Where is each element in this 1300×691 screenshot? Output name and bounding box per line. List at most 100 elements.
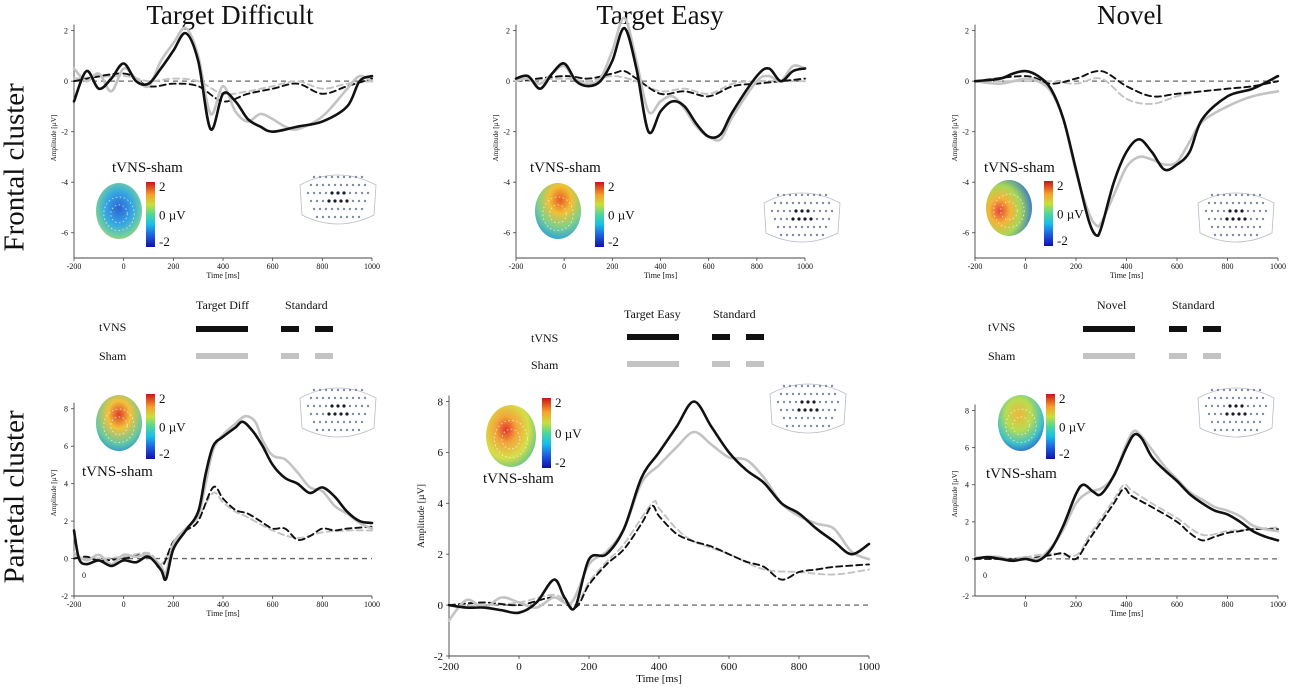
electrode-dot [1240, 388, 1244, 392]
y-axis-label: Amplitude [µV] [492, 115, 500, 162]
electrode-dot [1228, 193, 1232, 197]
x-tick-label: 1000 [1270, 262, 1286, 271]
electrode-dot [360, 191, 364, 195]
electrode-dot [815, 233, 819, 237]
electrode-dot [351, 183, 355, 187]
series-line-sham-dash [974, 77, 1279, 105]
colorbar-gradient [542, 398, 551, 468]
series-line-tvns-solid [72, 420, 374, 582]
electrode-dot [360, 175, 364, 179]
electrode-dot [1243, 396, 1247, 400]
electrode-dot [1252, 193, 1256, 197]
electrode-dot [1237, 396, 1241, 400]
electrode-dot [1258, 404, 1262, 408]
electrode-dot [324, 404, 328, 408]
electrode-dot [1231, 412, 1235, 416]
electrode-dot [788, 384, 792, 388]
electrode-dot [788, 400, 792, 404]
colorbar-gradient [595, 182, 604, 247]
electrode-dot [812, 384, 816, 388]
electrode-dot [339, 183, 343, 187]
scalp-head-shape [96, 395, 142, 451]
electrode-dot [1243, 412, 1247, 416]
scalp-head-shape [535, 183, 581, 239]
x-tick-label: 800 [751, 262, 763, 271]
electrode-dot [351, 428, 355, 432]
electrode-dot [1240, 209, 1244, 213]
electrode-dot [315, 428, 319, 432]
electrode-dot [333, 396, 337, 400]
x-tick-label: 600 [721, 661, 738, 673]
electrode-dot [1228, 225, 1232, 229]
electrode-dot [342, 388, 346, 392]
y-tick-label: 4 [965, 481, 969, 490]
x-axis-label: Time [ms] [1110, 271, 1144, 280]
electrode-dot [806, 384, 810, 388]
electrode-dot [824, 193, 828, 197]
scalp-electrode-ring [494, 420, 528, 459]
difference-label: tVNS-sham [530, 160, 601, 176]
electrode-dot [312, 175, 316, 179]
electrode-dot [345, 428, 349, 432]
scalp-electrode-ring-inner [549, 204, 567, 224]
legend-standard-label: Standard [1172, 298, 1215, 312]
electrode-dot [776, 209, 780, 213]
colorbar-gradient [1046, 394, 1055, 459]
column-title-target-easy: Target Easy [596, 0, 724, 30]
electrode-map-outline [299, 387, 377, 438]
electrode-dot [321, 199, 325, 203]
electrode-dot [357, 412, 361, 416]
electrode-dot [818, 225, 822, 229]
electrode-dot [1246, 404, 1250, 408]
electrode-dot [824, 416, 828, 420]
electrode-dot [1258, 225, 1262, 229]
electrode-dot [345, 215, 349, 219]
y-tick-label: 8 [965, 406, 969, 415]
electrode-dot [1246, 388, 1250, 392]
electrode-dot [1252, 225, 1256, 229]
column-title-novel: Novel [1097, 0, 1163, 30]
electrode-dot [1222, 209, 1226, 213]
electrode-dot [321, 396, 325, 400]
electrode-dot [1231, 396, 1235, 400]
y-tick-label: 2 [64, 26, 68, 35]
legend-standard-label: Standard [713, 307, 756, 321]
legend-stim-label: Target Diff [196, 298, 250, 312]
electrode-dot [1210, 388, 1214, 392]
colorbar-max-label: 2 [1059, 391, 1066, 406]
electrode-dot [776, 400, 780, 404]
electrode-dot [815, 408, 819, 412]
electrode-dot [1228, 388, 1232, 392]
electrode-dot [791, 201, 795, 205]
colorbar-mid-label: 0 µV [1057, 207, 1084, 222]
electrode-dot [833, 408, 837, 412]
electrode-dot [1246, 420, 1250, 424]
electrode-dot [363, 199, 367, 203]
electrode-dot [794, 416, 798, 420]
electrode-dot [1249, 396, 1253, 400]
series-line-tvns-solid [72, 31, 374, 133]
scalp-topography [986, 180, 1032, 236]
legend-stim-label: Target Easy [624, 307, 681, 321]
scalp-electrode-ring [542, 196, 574, 231]
electrode-map [769, 383, 847, 434]
x-tick-label: 800 [791, 661, 808, 673]
colorbar-min-label: -2 [1059, 446, 1070, 461]
electrode-map [1197, 192, 1275, 243]
y-tick-label: -2 [61, 127, 68, 136]
electrode-dot [1225, 201, 1229, 205]
electrode-dot [1231, 201, 1235, 205]
electrode-dot [339, 396, 343, 400]
electrode-dot [339, 412, 343, 416]
electrode-dot [773, 217, 777, 221]
legend-swatches-0 [196, 326, 333, 359]
x-tick-label: 1000 [797, 262, 813, 271]
electrode-dot [1255, 233, 1259, 237]
electrode-dot [1207, 412, 1211, 416]
electrode-dot [336, 191, 340, 195]
electrode-dot [1249, 412, 1253, 416]
electrode-dot [324, 420, 328, 424]
x-axis-label: Time [ms] [644, 271, 678, 280]
y-tick-label: 4 [438, 498, 444, 510]
